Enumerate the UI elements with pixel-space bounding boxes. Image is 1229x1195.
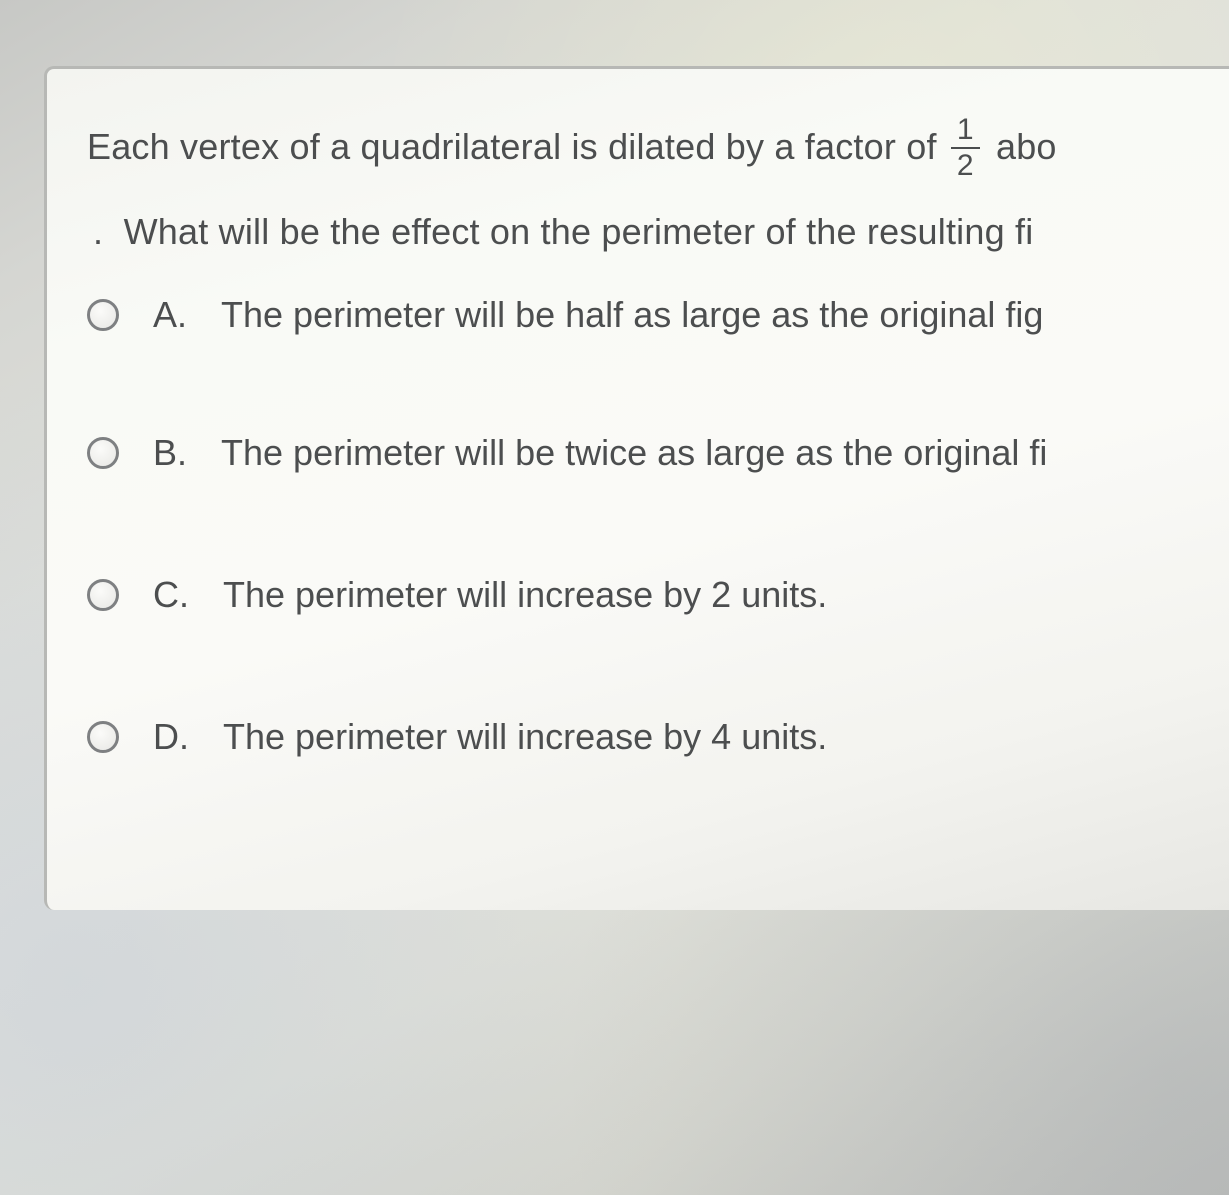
option-text: The perimeter will be twice as large as … [221, 432, 1047, 474]
option-d-row[interactable]: D. The perimeter will increase by 4 unit… [87, 716, 1229, 758]
option-text: The perimeter will be half as large as t… [221, 294, 1043, 336]
option-label: A. [153, 294, 187, 336]
question-line-1: Each vertex of a quadrilateral is dilate… [87, 115, 1229, 181]
radio-icon[interactable] [87, 579, 119, 611]
question-text-post: abo [986, 126, 1057, 167]
option-label: D. [153, 716, 189, 758]
fraction-numerator: 1 [951, 115, 980, 145]
radio-icon[interactable] [87, 299, 119, 331]
question-card: Each vertex of a quadrilateral is dilate… [44, 66, 1229, 910]
option-a-row[interactable]: A. The perimeter will be half as large a… [87, 294, 1229, 336]
fraction-one-half: 1 2 [951, 115, 980, 181]
radio-icon[interactable] [87, 721, 119, 753]
option-label: C. [153, 574, 189, 616]
option-label: B. [153, 432, 187, 474]
option-text: The perimeter will increase by 4 units. [223, 716, 827, 758]
option-c-row[interactable]: C. The perimeter will increase by 2 unit… [87, 574, 1229, 616]
fraction-denominator: 2 [951, 151, 980, 181]
question-line-2: . What will be the effect on the perimet… [87, 209, 1229, 254]
radio-icon[interactable] [87, 437, 119, 469]
question-text-pre: Each vertex of a quadrilateral is dilate… [87, 126, 947, 167]
option-b-row[interactable]: B. The perimeter will be twice as large … [87, 432, 1229, 474]
option-text: The perimeter will increase by 2 units. [223, 574, 827, 616]
